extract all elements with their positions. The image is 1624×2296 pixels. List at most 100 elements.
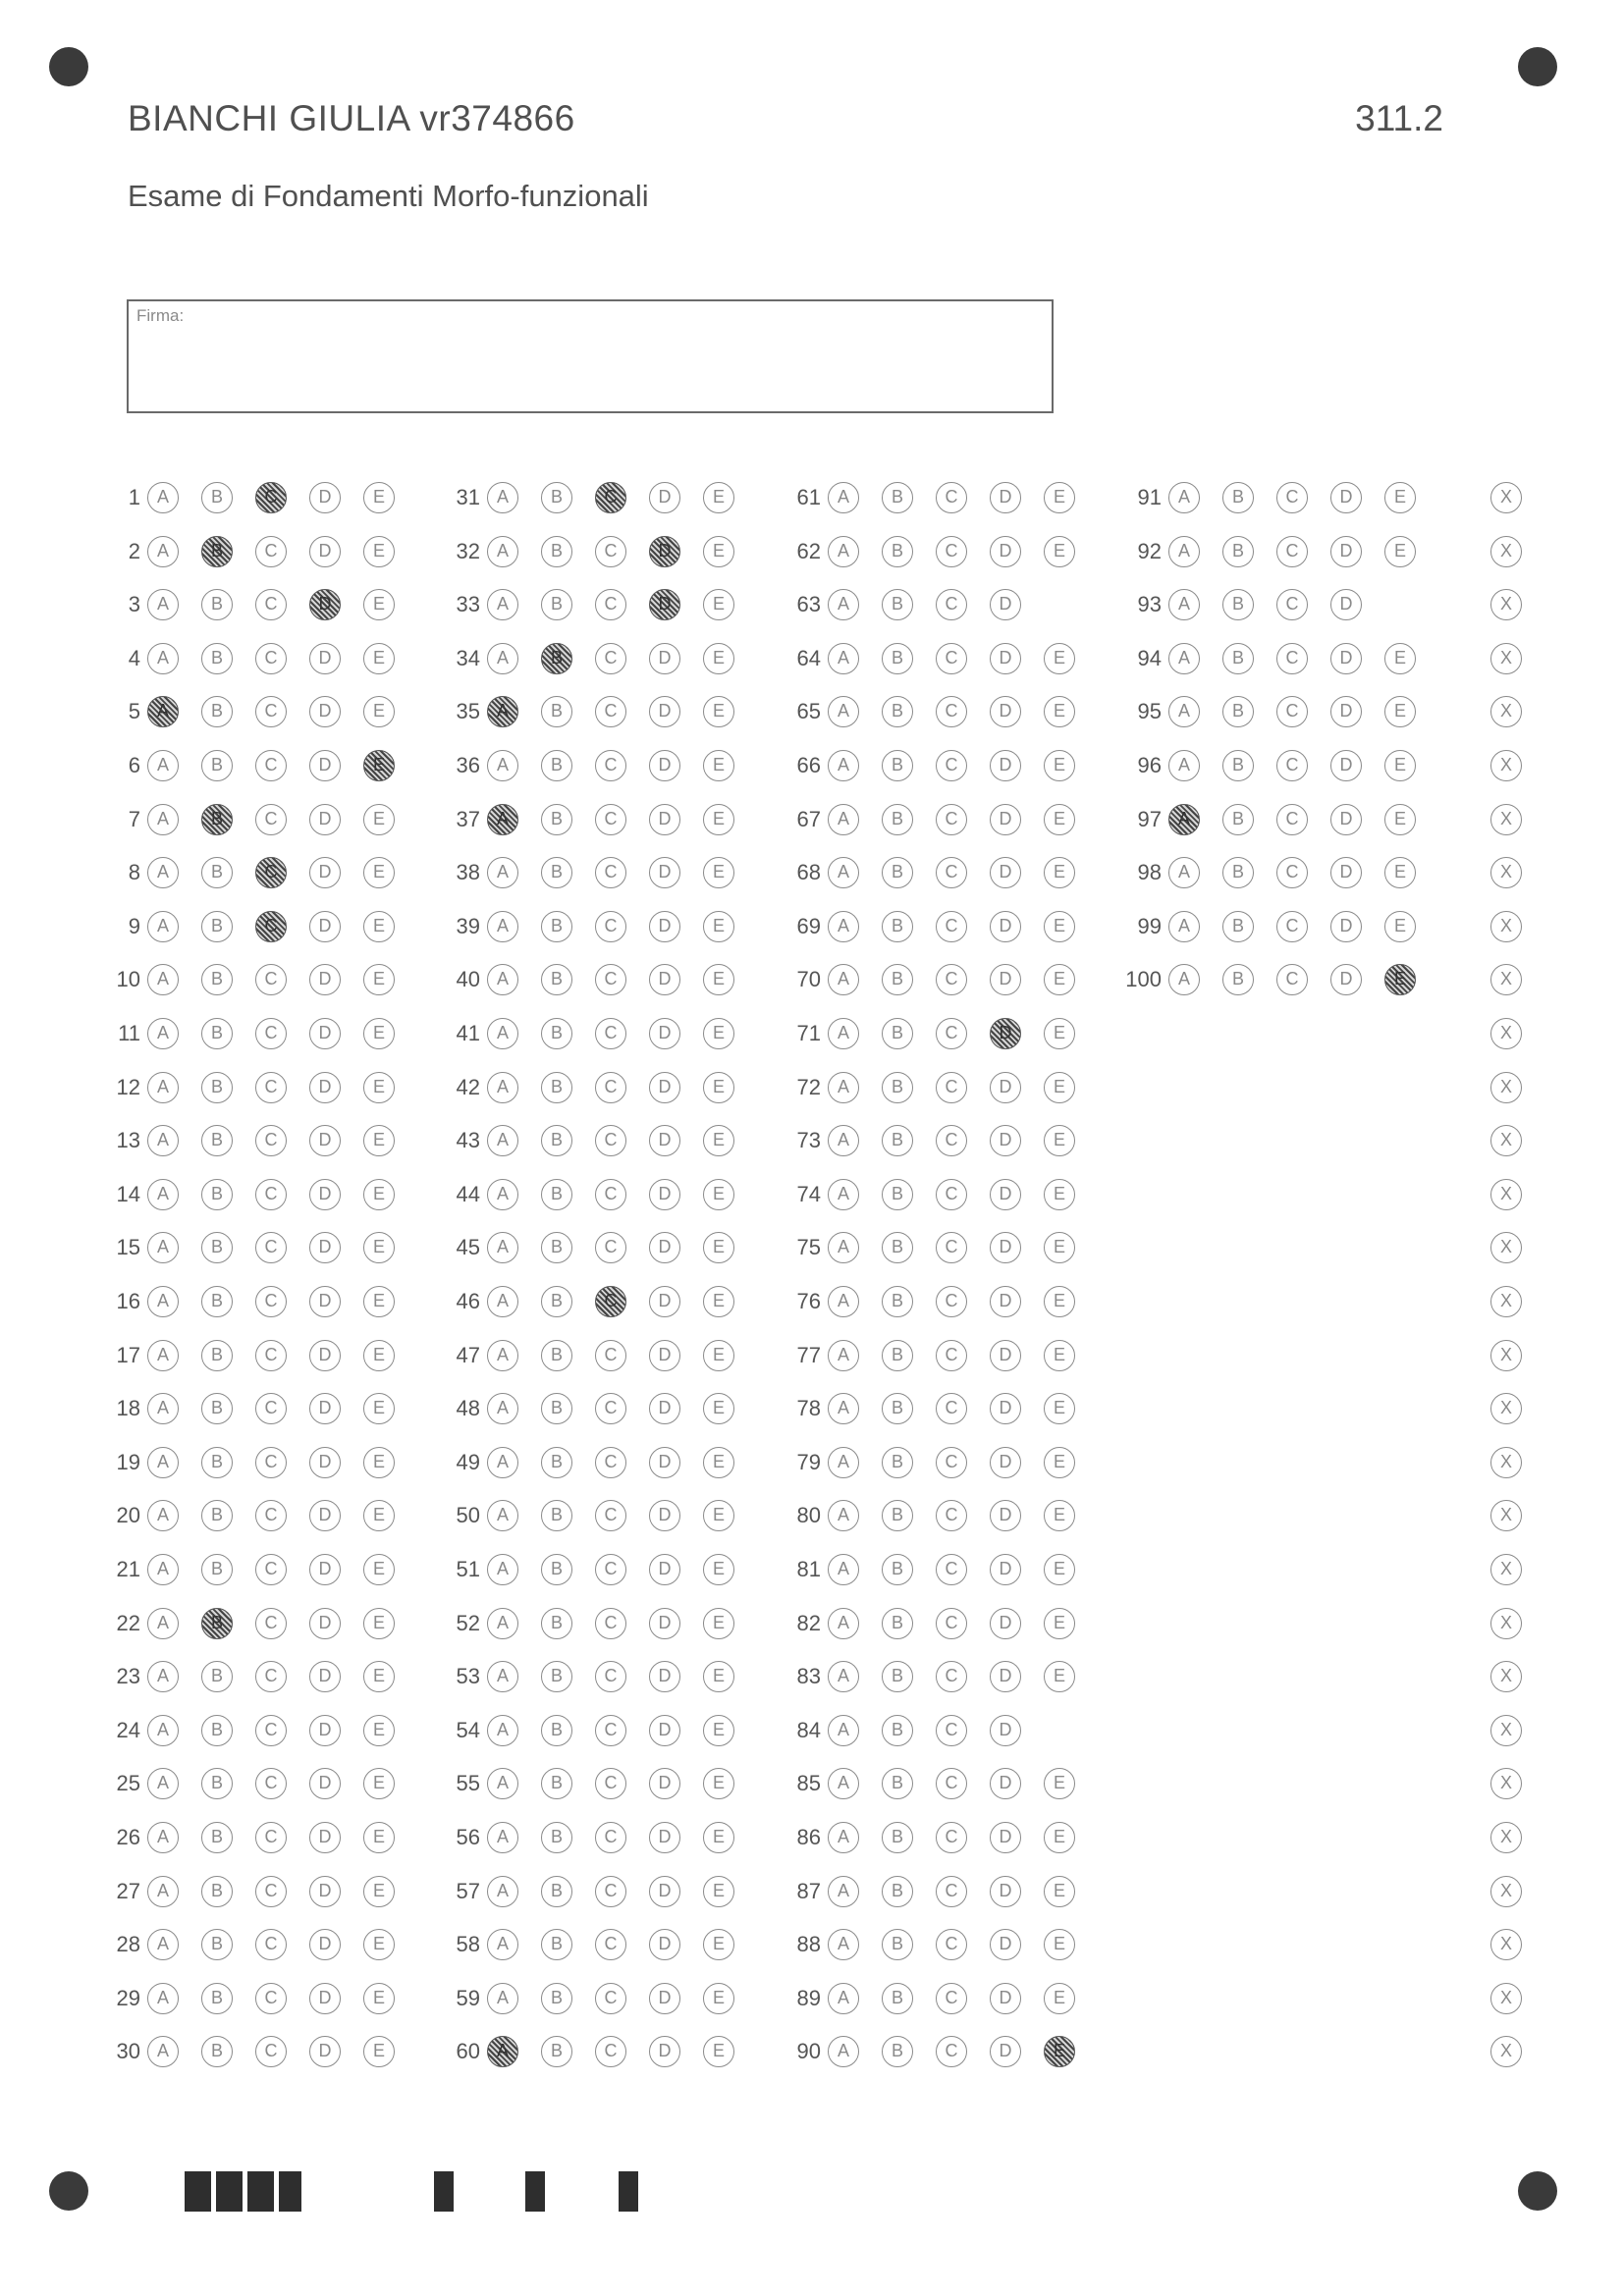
answer-bubble-96-a[interactable]: A <box>1168 750 1200 781</box>
answer-bubble-91-e[interactable]: E <box>1384 482 1416 513</box>
answer-bubble-60-d[interactable]: D <box>649 2036 680 2067</box>
void-bubble[interactable]: X <box>1490 1072 1522 1103</box>
answer-bubble-85-a[interactable]: A <box>828 1768 859 1799</box>
answer-bubble-55-c[interactable]: C <box>595 1768 626 1799</box>
answer-bubble-8-c[interactable]: C <box>255 857 287 888</box>
answer-bubble-89-a[interactable]: A <box>828 1983 859 2014</box>
answer-bubble-40-d[interactable]: D <box>649 964 680 995</box>
void-bubble[interactable]: X <box>1490 643 1522 674</box>
answer-bubble-77-a[interactable]: A <box>828 1340 859 1371</box>
answer-bubble-3-e[interactable]: E <box>363 589 395 620</box>
answer-bubble-62-c[interactable]: C <box>936 536 967 567</box>
answer-bubble-45-a[interactable]: A <box>487 1232 518 1263</box>
answer-bubble-17-d[interactable]: D <box>309 1340 341 1371</box>
answer-bubble-43-d[interactable]: D <box>649 1125 680 1156</box>
void-bubble[interactable]: X <box>1490 1983 1522 2014</box>
answer-bubble-76-e[interactable]: E <box>1044 1286 1075 1317</box>
answer-bubble-52-e[interactable]: E <box>703 1608 734 1639</box>
answer-bubble-9-b[interactable]: B <box>201 911 233 942</box>
void-bubble[interactable]: X <box>1490 964 1522 995</box>
answer-bubble-23-d[interactable]: D <box>309 1661 341 1692</box>
answer-bubble-83-d[interactable]: D <box>990 1661 1021 1692</box>
answer-bubble-85-b[interactable]: B <box>882 1768 913 1799</box>
answer-bubble-28-b[interactable]: B <box>201 1929 233 1960</box>
answer-bubble-78-a[interactable]: A <box>828 1393 859 1424</box>
answer-bubble-86-a[interactable]: A <box>828 1822 859 1853</box>
answer-bubble-98-d[interactable]: D <box>1330 857 1362 888</box>
answer-bubble-57-a[interactable]: A <box>487 1876 518 1907</box>
void-bubble[interactable]: X <box>1490 1929 1522 1960</box>
answer-bubble-84-b[interactable]: B <box>882 1715 913 1746</box>
answer-bubble-64-d[interactable]: D <box>990 643 1021 674</box>
answer-bubble-29-c[interactable]: C <box>255 1983 287 2014</box>
answer-bubble-100-a[interactable]: A <box>1168 964 1200 995</box>
answer-bubble-58-c[interactable]: C <box>595 1929 626 1960</box>
answer-bubble-91-c[interactable]: C <box>1276 482 1308 513</box>
answer-bubble-66-e[interactable]: E <box>1044 750 1075 781</box>
answer-bubble-75-b[interactable]: B <box>882 1232 913 1263</box>
answer-bubble-73-b[interactable]: B <box>882 1125 913 1156</box>
answer-bubble-24-e[interactable]: E <box>363 1715 395 1746</box>
answer-bubble-24-d[interactable]: D <box>309 1715 341 1746</box>
answer-bubble-81-d[interactable]: D <box>990 1554 1021 1585</box>
answer-bubble-6-e[interactable]: E <box>363 750 395 781</box>
answer-bubble-26-d[interactable]: D <box>309 1822 341 1853</box>
answer-bubble-80-b[interactable]: B <box>882 1500 913 1531</box>
answer-bubble-3-a[interactable]: A <box>147 589 179 620</box>
answer-bubble-25-d[interactable]: D <box>309 1768 341 1799</box>
answer-bubble-76-c[interactable]: C <box>936 1286 967 1317</box>
answer-bubble-17-c[interactable]: C <box>255 1340 287 1371</box>
answer-bubble-76-a[interactable]: A <box>828 1286 859 1317</box>
answer-bubble-23-c[interactable]: C <box>255 1661 287 1692</box>
answer-bubble-20-c[interactable]: C <box>255 1500 287 1531</box>
answer-bubble-20-e[interactable]: E <box>363 1500 395 1531</box>
answer-bubble-70-c[interactable]: C <box>936 964 967 995</box>
answer-bubble-12-a[interactable]: A <box>147 1072 179 1103</box>
answer-bubble-28-e[interactable]: E <box>363 1929 395 1960</box>
answer-bubble-26-b[interactable]: B <box>201 1822 233 1853</box>
answer-bubble-93-c[interactable]: C <box>1276 589 1308 620</box>
answer-bubble-4-d[interactable]: D <box>309 643 341 674</box>
answer-bubble-45-b[interactable]: B <box>541 1232 572 1263</box>
answer-bubble-62-d[interactable]: D <box>990 536 1021 567</box>
answer-bubble-54-c[interactable]: C <box>595 1715 626 1746</box>
answer-bubble-96-d[interactable]: D <box>1330 750 1362 781</box>
answer-bubble-6-b[interactable]: B <box>201 750 233 781</box>
signature-box[interactable]: Firma: <box>127 299 1054 413</box>
answer-bubble-92-d[interactable]: D <box>1330 536 1362 567</box>
answer-bubble-51-c[interactable]: C <box>595 1554 626 1585</box>
answer-bubble-99-a[interactable]: A <box>1168 911 1200 942</box>
answer-bubble-74-b[interactable]: B <box>882 1179 913 1210</box>
answer-bubble-59-b[interactable]: B <box>541 1983 572 2014</box>
answer-bubble-54-b[interactable]: B <box>541 1715 572 1746</box>
answer-bubble-64-c[interactable]: C <box>936 643 967 674</box>
answer-bubble-27-b[interactable]: B <box>201 1876 233 1907</box>
answer-bubble-21-a[interactable]: A <box>147 1554 179 1585</box>
answer-bubble-51-e[interactable]: E <box>703 1554 734 1585</box>
answer-bubble-31-e[interactable]: E <box>703 482 734 513</box>
answer-bubble-23-a[interactable]: A <box>147 1661 179 1692</box>
answer-bubble-13-e[interactable]: E <box>363 1125 395 1156</box>
answer-bubble-49-e[interactable]: E <box>703 1447 734 1478</box>
answer-bubble-51-b[interactable]: B <box>541 1554 572 1585</box>
answer-bubble-9-e[interactable]: E <box>363 911 395 942</box>
void-bubble[interactable]: X <box>1490 1447 1522 1478</box>
void-bubble[interactable]: X <box>1490 536 1522 567</box>
answer-bubble-50-d[interactable]: D <box>649 1500 680 1531</box>
answer-bubble-42-a[interactable]: A <box>487 1072 518 1103</box>
answer-bubble-99-e[interactable]: E <box>1384 911 1416 942</box>
answer-bubble-36-d[interactable]: D <box>649 750 680 781</box>
answer-bubble-33-d[interactable]: D <box>649 589 680 620</box>
answer-bubble-52-d[interactable]: D <box>649 1608 680 1639</box>
answer-bubble-65-d[interactable]: D <box>990 696 1021 727</box>
answer-bubble-17-b[interactable]: B <box>201 1340 233 1371</box>
answer-bubble-65-e[interactable]: E <box>1044 696 1075 727</box>
answer-bubble-69-a[interactable]: A <box>828 911 859 942</box>
answer-bubble-38-a[interactable]: A <box>487 857 518 888</box>
answer-bubble-22-a[interactable]: A <box>147 1608 179 1639</box>
answer-bubble-55-d[interactable]: D <box>649 1768 680 1799</box>
void-bubble[interactable]: X <box>1490 1876 1522 1907</box>
answer-bubble-34-e[interactable]: E <box>703 643 734 674</box>
answer-bubble-58-b[interactable]: B <box>541 1929 572 1960</box>
answer-bubble-14-b[interactable]: B <box>201 1179 233 1210</box>
